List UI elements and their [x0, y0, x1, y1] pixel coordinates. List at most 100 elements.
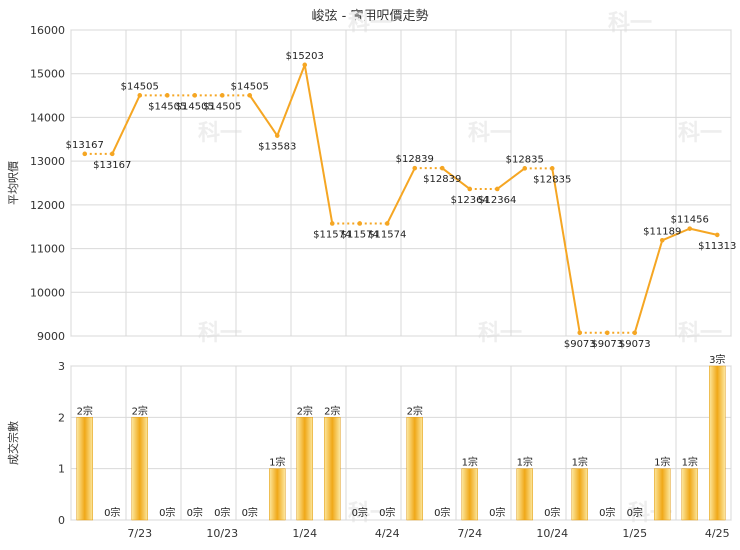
volume-bar	[681, 468, 698, 521]
x-tick-label: 10/23	[206, 527, 238, 540]
price-data-label: $9073	[591, 339, 623, 350]
price-data-label: $9073	[619, 339, 651, 350]
volume-bar	[571, 468, 588, 521]
price-line-segment	[661, 227, 691, 242]
volume-data-label: 1宗	[462, 456, 478, 469]
volume-data-label: 1宗	[517, 456, 533, 469]
price-data-label: $9073	[564, 339, 596, 350]
volume-data-label: 0宗	[187, 506, 203, 519]
price-point	[522, 166, 528, 171]
price-point	[329, 221, 335, 226]
price-axis-label: 平均呎價	[6, 161, 20, 205]
price-point	[82, 151, 88, 157]
volume-data-label: 0宗	[489, 506, 505, 519]
volume-data-label: 0宗	[104, 506, 120, 519]
price-line-segment	[689, 227, 718, 236]
price-point	[109, 151, 115, 157]
price-point	[274, 133, 280, 138]
price-point	[604, 330, 610, 336]
price-point	[192, 93, 198, 98]
price-point	[659, 238, 665, 243]
x-tick-label: 4/24	[375, 527, 400, 540]
volume-data-label: 2宗	[407, 404, 423, 417]
price-ytick-label: 14000	[30, 111, 65, 124]
price-point	[384, 221, 390, 226]
watermark: 科一	[198, 121, 242, 146]
price-data-label: $14505	[121, 81, 159, 92]
price-data-label: $14505	[148, 101, 186, 112]
volume-bar	[709, 365, 726, 521]
price-line-segment	[248, 94, 279, 137]
price-data-label: $12839	[396, 154, 434, 165]
price-point	[577, 330, 583, 336]
price-point	[439, 165, 445, 171]
price-point	[549, 166, 555, 171]
volume-data-label: 1宗	[654, 456, 670, 469]
x-tick-label: 1/24	[292, 527, 317, 540]
volume-bar	[296, 417, 313, 521]
chart-title: 峻弦 - 實用呎價走勢	[312, 8, 429, 24]
price-point	[247, 93, 253, 98]
volume-bar	[406, 417, 423, 521]
volume-data-label: 0宗	[627, 506, 643, 519]
volume-axis-label: 成交宗數	[6, 421, 20, 465]
volume-data-label: 0宗	[242, 506, 258, 519]
volume-data-label: 2宗	[77, 404, 93, 417]
volume-data-label: 0宗	[379, 506, 395, 519]
price-data-label: $12835	[506, 154, 544, 165]
watermark: 科一	[348, 11, 392, 36]
price-data-label: $12364	[478, 195, 516, 206]
price-point	[302, 62, 308, 68]
price-point	[714, 232, 720, 238]
price-ytick-label: 9000	[37, 330, 65, 343]
volume-data-label: 2宗	[297, 404, 313, 417]
price-point	[219, 93, 225, 98]
price-data-label: $11189	[643, 226, 681, 237]
price-data-label: $11574	[341, 229, 379, 240]
price-line-segment	[276, 64, 306, 137]
volume-data-label: 0宗	[159, 506, 175, 519]
volume-bar	[654, 468, 671, 521]
volume-data-label: 2宗	[132, 404, 148, 417]
price-line-segment	[441, 167, 471, 190]
price-data-label: $13167	[66, 140, 104, 151]
volume-data-label: 0宗	[434, 506, 450, 519]
watermark: 科一	[608, 11, 652, 36]
price-point	[494, 186, 500, 192]
price-data-label: $14505	[176, 101, 214, 112]
price-point	[467, 186, 473, 192]
volume-data-label: 0宗	[599, 506, 615, 519]
price-data-label: $11574	[313, 229, 351, 240]
volume-bar	[131, 417, 148, 521]
price-line-segment	[551, 168, 581, 333]
price-point	[687, 226, 693, 231]
price-data-label: $11456	[671, 215, 709, 226]
watermark: 科一	[468, 121, 512, 146]
volume-data-label: 3宗	[709, 353, 725, 366]
price-point	[412, 165, 418, 171]
price-point	[164, 93, 170, 98]
price-point	[357, 221, 363, 226]
price-ytick-label: 13000	[30, 155, 65, 168]
volume-bar	[324, 417, 341, 521]
volume-bar	[461, 468, 478, 521]
volume-bar	[76, 417, 93, 521]
x-tick-label: 7/24	[457, 527, 482, 540]
price-line-segment	[111, 94, 141, 155]
price-ytick-label: 15000	[30, 68, 65, 81]
watermark: 科一	[198, 321, 242, 346]
price-ytick-label: 12000	[30, 199, 65, 212]
price-line-segment	[386, 167, 416, 224]
price-data-label: $12835	[533, 174, 571, 185]
price-ytick-label: 10000	[30, 286, 65, 299]
price-data-label: $13167	[93, 160, 131, 171]
x-tick-label: 1/25	[622, 527, 647, 540]
x-tick-label: 4/25	[705, 527, 730, 540]
price-ytick-label: 11000	[30, 243, 65, 256]
price-data-label: $12839	[423, 174, 461, 185]
price-data-label: $13583	[258, 142, 296, 153]
volume-data-label: 0宗	[214, 506, 230, 519]
price-line-segment	[633, 240, 664, 334]
